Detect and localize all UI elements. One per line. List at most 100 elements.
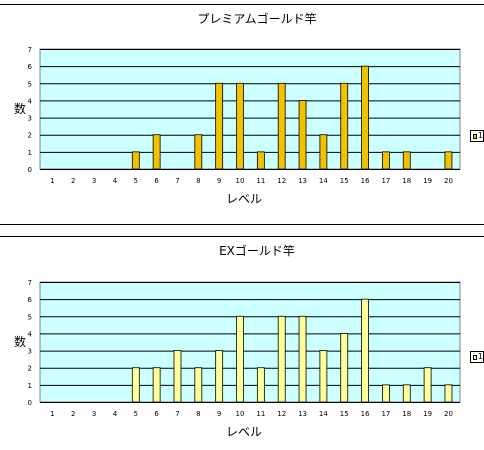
x-tick-label: 2 xyxy=(71,177,75,185)
y-tick-label: 3 xyxy=(28,115,32,123)
bar xyxy=(444,384,453,403)
bar xyxy=(319,134,328,170)
x-tick-label: 20 xyxy=(444,177,453,185)
bar xyxy=(152,367,161,403)
bar xyxy=(402,384,411,403)
plot-area xyxy=(39,281,461,403)
bar xyxy=(277,315,286,403)
bar xyxy=(256,367,265,403)
x-tick-label: 19 xyxy=(423,410,432,418)
x-tick-label: 16 xyxy=(361,177,370,185)
bar xyxy=(152,134,161,170)
y-tick-label: 4 xyxy=(28,97,33,105)
x-tick-label: 6 xyxy=(154,410,159,418)
x-axis-title: レベル xyxy=(226,425,262,439)
x-tick-label: 14 xyxy=(319,177,328,185)
bar xyxy=(423,367,432,403)
y-tick-label: 0 xyxy=(28,399,32,407)
x-tick-label: 4 xyxy=(113,177,118,185)
bar xyxy=(194,367,203,403)
legend-ex-gold: 1 xyxy=(470,351,484,363)
x-tick-label: 20 xyxy=(444,410,453,418)
y-tick-label: 7 xyxy=(28,279,32,287)
x-tick-label: 14 xyxy=(319,410,328,418)
x-tick-label: 3 xyxy=(92,177,96,185)
bar xyxy=(215,82,224,170)
y-tick-label: 6 xyxy=(28,63,33,71)
x-tick-label: 8 xyxy=(196,410,200,418)
legend-swatch xyxy=(473,354,477,360)
x-tick-label: 5 xyxy=(134,410,138,418)
x-tick-label: 7 xyxy=(175,410,179,418)
legend-premium-gold: 1 xyxy=(470,130,484,142)
y-tick-label: 6 xyxy=(28,296,33,304)
chart-title: プレミアムゴールド竿 xyxy=(197,11,316,26)
bar xyxy=(194,134,203,170)
chart-title: EXゴールド竿 xyxy=(219,243,295,258)
bar xyxy=(131,151,140,170)
bar xyxy=(215,350,224,403)
y-tick-label: 3 xyxy=(28,348,32,356)
bar xyxy=(277,82,286,170)
x-tick-label: 2 xyxy=(71,410,75,418)
x-tick-label: 11 xyxy=(256,177,265,185)
x-tick-label: 18 xyxy=(402,410,411,418)
x-tick-label: 15 xyxy=(340,177,349,185)
y-tick-label: 5 xyxy=(28,313,32,321)
x-tick-label: 16 xyxy=(361,410,370,418)
y-axis-title: 数 xyxy=(14,334,26,349)
bar xyxy=(236,82,244,170)
x-tick-label: 10 xyxy=(236,410,245,418)
x-tick-label: 4 xyxy=(113,410,118,418)
bar xyxy=(382,151,390,170)
middle-divider-2 xyxy=(0,236,484,237)
x-tick-label: 13 xyxy=(298,177,307,185)
y-tick-label: 1 xyxy=(28,382,32,390)
bar xyxy=(131,367,140,403)
x-tick-label: 12 xyxy=(277,177,286,185)
x-tick-label: 12 xyxy=(277,410,286,418)
y-tick-label: 7 xyxy=(28,46,32,54)
x-tick-label: 7 xyxy=(175,177,179,185)
x-tick-label: 10 xyxy=(236,177,245,185)
middle-divider xyxy=(0,224,484,225)
x-tick-label: 9 xyxy=(217,177,221,185)
y-tick-label: 4 xyxy=(28,330,33,338)
x-tick-label: 9 xyxy=(217,410,221,418)
x-tick-label: 17 xyxy=(381,177,390,185)
bar xyxy=(361,65,369,170)
bar xyxy=(382,384,390,403)
bar xyxy=(256,151,265,170)
bar xyxy=(319,350,328,403)
x-tick-label: 19 xyxy=(423,177,432,185)
y-tick-label: 2 xyxy=(28,365,32,373)
x-tick-label: 17 xyxy=(381,410,390,418)
x-tick-label: 13 xyxy=(298,410,307,418)
bar xyxy=(298,100,307,170)
bar xyxy=(236,315,244,403)
x-tick-label: 11 xyxy=(256,410,265,418)
x-tick-label: 3 xyxy=(92,410,96,418)
x-tick-label: 6 xyxy=(154,177,159,185)
bar xyxy=(361,298,369,403)
bar xyxy=(298,315,307,403)
x-axis-title: レベル xyxy=(226,192,262,206)
x-tick-label: 8 xyxy=(196,177,200,185)
legend-label: 1 xyxy=(477,352,483,361)
x-tick-label: 1 xyxy=(50,177,54,185)
x-tick-label: 18 xyxy=(402,177,411,185)
legend-swatch xyxy=(473,133,477,139)
x-tick-label: 5 xyxy=(134,177,138,185)
x-tick-label: 15 xyxy=(340,410,349,418)
bar xyxy=(173,350,182,403)
legend-label: 1 xyxy=(477,131,483,140)
bar xyxy=(340,333,349,403)
y-tick-label: 1 xyxy=(28,149,32,157)
bar xyxy=(402,151,411,170)
y-tick-label: 0 xyxy=(28,166,32,174)
y-tick-label: 2 xyxy=(28,132,32,140)
bar xyxy=(444,151,453,170)
y-axis-title: 数 xyxy=(14,101,26,116)
